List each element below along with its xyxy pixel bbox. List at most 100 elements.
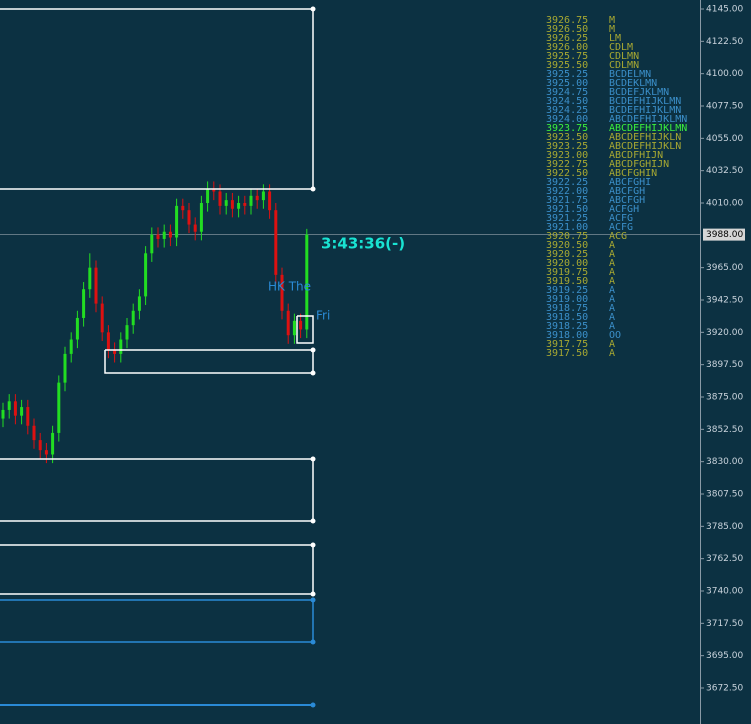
profile-price: 3919.50	[546, 276, 588, 287]
profile-price: 3925.75	[546, 51, 588, 62]
profile-letters: ABCFGHI	[609, 177, 651, 188]
profile-price: 3924.00	[546, 114, 588, 125]
candle-body	[274, 210, 278, 275]
profile-price: 3917.75	[546, 339, 588, 350]
session-label: Fri	[316, 309, 330, 323]
y-tick-label: 3717.50	[706, 619, 743, 629]
y-tick-label: 3897.50	[706, 360, 743, 370]
candle-body	[156, 234, 160, 239]
y-tick-label: 4100.00	[706, 69, 743, 79]
zones	[0, 8, 314, 706]
profile-letters: ABCDEFHIJKLN	[609, 132, 681, 143]
y-tick-label: 4122.50	[706, 37, 743, 47]
profile-letters: CDLMN	[609, 60, 639, 71]
profile-price: 3920.50	[546, 240, 588, 251]
handle	[310, 639, 316, 645]
candle-body	[230, 200, 234, 209]
candle-body	[255, 195, 259, 201]
profile-price: 3921.25	[546, 213, 588, 224]
profile-letters: A	[609, 258, 615, 269]
countdown: 3:43:36(-)	[321, 235, 405, 253]
profile-price: 3926.75	[546, 15, 588, 26]
profile-letters: ABCDFGHIJN	[609, 159, 669, 170]
candle-body	[51, 432, 55, 455]
profile-letters: ACFG	[609, 222, 633, 233]
candle-body	[82, 289, 86, 318]
y-tick-label: 3762.50	[706, 554, 743, 564]
handle	[310, 186, 316, 192]
y-tick-label: 3695.00	[706, 651, 743, 661]
candle-body	[237, 202, 241, 209]
zone-box	[296, 315, 314, 344]
candle-body	[69, 339, 73, 354]
candle-body	[206, 188, 210, 203]
profile-price: 3920.25	[546, 249, 588, 260]
profile-letters: A	[609, 312, 615, 323]
candle-body	[13, 401, 17, 416]
profile-letters: A	[609, 240, 615, 251]
candle-body	[57, 382, 61, 433]
candle-body	[193, 224, 197, 232]
profile-price: 3918.50	[546, 312, 588, 323]
candle-body	[38, 440, 42, 451]
zone-handles	[310, 6, 316, 708]
profile-price: 3923.50	[546, 132, 588, 143]
y-tick-label: 3740.00	[706, 587, 743, 597]
profile-letters: ABCFGH	[609, 186, 645, 197]
candle-body	[218, 191, 222, 206]
profile-letters: CDLMN	[609, 51, 639, 62]
candle-body	[88, 267, 92, 290]
profile-price: 3924.75	[546, 87, 588, 98]
profile-letters: ACFGH	[609, 204, 639, 215]
candle-body	[44, 450, 48, 455]
candle-body	[125, 325, 129, 340]
candle-body	[137, 296, 141, 311]
profile-letters: CDLM	[609, 42, 633, 53]
candle-body	[286, 310, 290, 336]
last-price-box	[703, 228, 745, 241]
profile-letters: A	[609, 348, 615, 359]
candle-body	[292, 320, 296, 336]
candle-body	[261, 191, 265, 201]
candle-body	[26, 407, 30, 426]
profile-price: 3922.75	[546, 159, 588, 170]
profile-letters: ABCDFHIJN	[609, 150, 663, 161]
profile-letters: A	[609, 339, 615, 350]
candle-body	[268, 191, 272, 211]
y-tick-label: 4055.00	[706, 134, 743, 144]
profile-price: 3924.25	[546, 105, 588, 116]
profile-price: 3919.00	[546, 294, 588, 305]
profile-price: 3925.50	[546, 60, 588, 71]
handle	[310, 702, 316, 708]
profile-price: 3921.00	[546, 222, 588, 233]
candle-body	[119, 339, 123, 354]
candle-body	[131, 310, 135, 326]
profile-letters: LM	[609, 33, 621, 44]
profile-price: 3923.00	[546, 150, 588, 161]
profile-letters: M	[609, 15, 615, 26]
profile-price: 3925.25	[546, 69, 588, 80]
y-tick-label: 4077.50	[706, 101, 743, 111]
profile-letters: ACG	[609, 231, 627, 242]
profile-price: 3919.75	[546, 267, 588, 278]
candle-body	[20, 407, 24, 416]
profile-letters: A	[609, 294, 615, 305]
handle	[310, 370, 316, 376]
profile-price: 3922.00	[546, 186, 588, 197]
profile-price: 3923.75	[546, 123, 588, 134]
candle-body	[305, 234, 309, 330]
profile-letters: BCDEKLMN	[609, 78, 657, 89]
session-label: HK The	[268, 280, 311, 294]
candle-body	[150, 234, 154, 254]
zone-box	[0, 8, 314, 190]
profile-price: 3923.25	[546, 141, 588, 152]
zone-box	[0, 458, 314, 522]
candle-body	[187, 210, 191, 225]
profile-price: 3921.50	[546, 204, 588, 215]
profile-price: 3920.75	[546, 231, 588, 242]
candle-body	[224, 200, 228, 206]
profile-letters: BCDELMN	[609, 69, 651, 80]
profile-letters: ABCDEFHIJKLN	[609, 141, 681, 152]
profile-price: 3918.25	[546, 321, 588, 332]
